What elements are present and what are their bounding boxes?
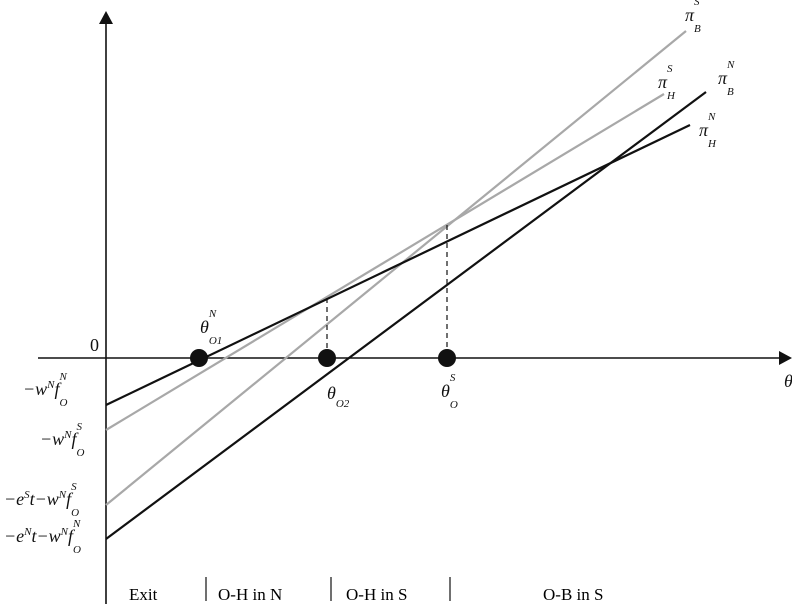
threshold-point-O1 xyxy=(190,349,208,367)
threshold-point-OS xyxy=(438,349,456,367)
region-label-oh-south: O-H in S xyxy=(346,585,408,604)
origin-label: 0 xyxy=(90,335,99,355)
region-label-ob-south: O-B in S xyxy=(543,585,604,604)
line-pi-B-N xyxy=(105,91,707,540)
threshold-point-O2 xyxy=(318,349,336,367)
region-label-oh-north: O-H in N xyxy=(218,585,283,604)
threshold-label-O2: θO2 xyxy=(327,383,350,410)
x-axis-label: θ xyxy=(784,371,792,391)
line-pi-H-S xyxy=(105,93,665,431)
y-axis-arrowhead xyxy=(99,11,113,24)
intercept-label-eN-t: −eNt−wNf N O xyxy=(4,518,81,556)
intercept-label-wN-fN: −wNf N O xyxy=(23,371,68,409)
x-axis-arrowhead xyxy=(779,351,792,365)
intercept-label-wN-fS: −wNf S O xyxy=(40,421,85,459)
line-pi-B-S xyxy=(105,30,687,506)
threshold-label-O1: θ N O1 xyxy=(200,308,223,347)
intercept-label-eS-t: −eSt−wNf S O xyxy=(4,481,80,519)
region-label-exit: Exit xyxy=(129,585,158,604)
